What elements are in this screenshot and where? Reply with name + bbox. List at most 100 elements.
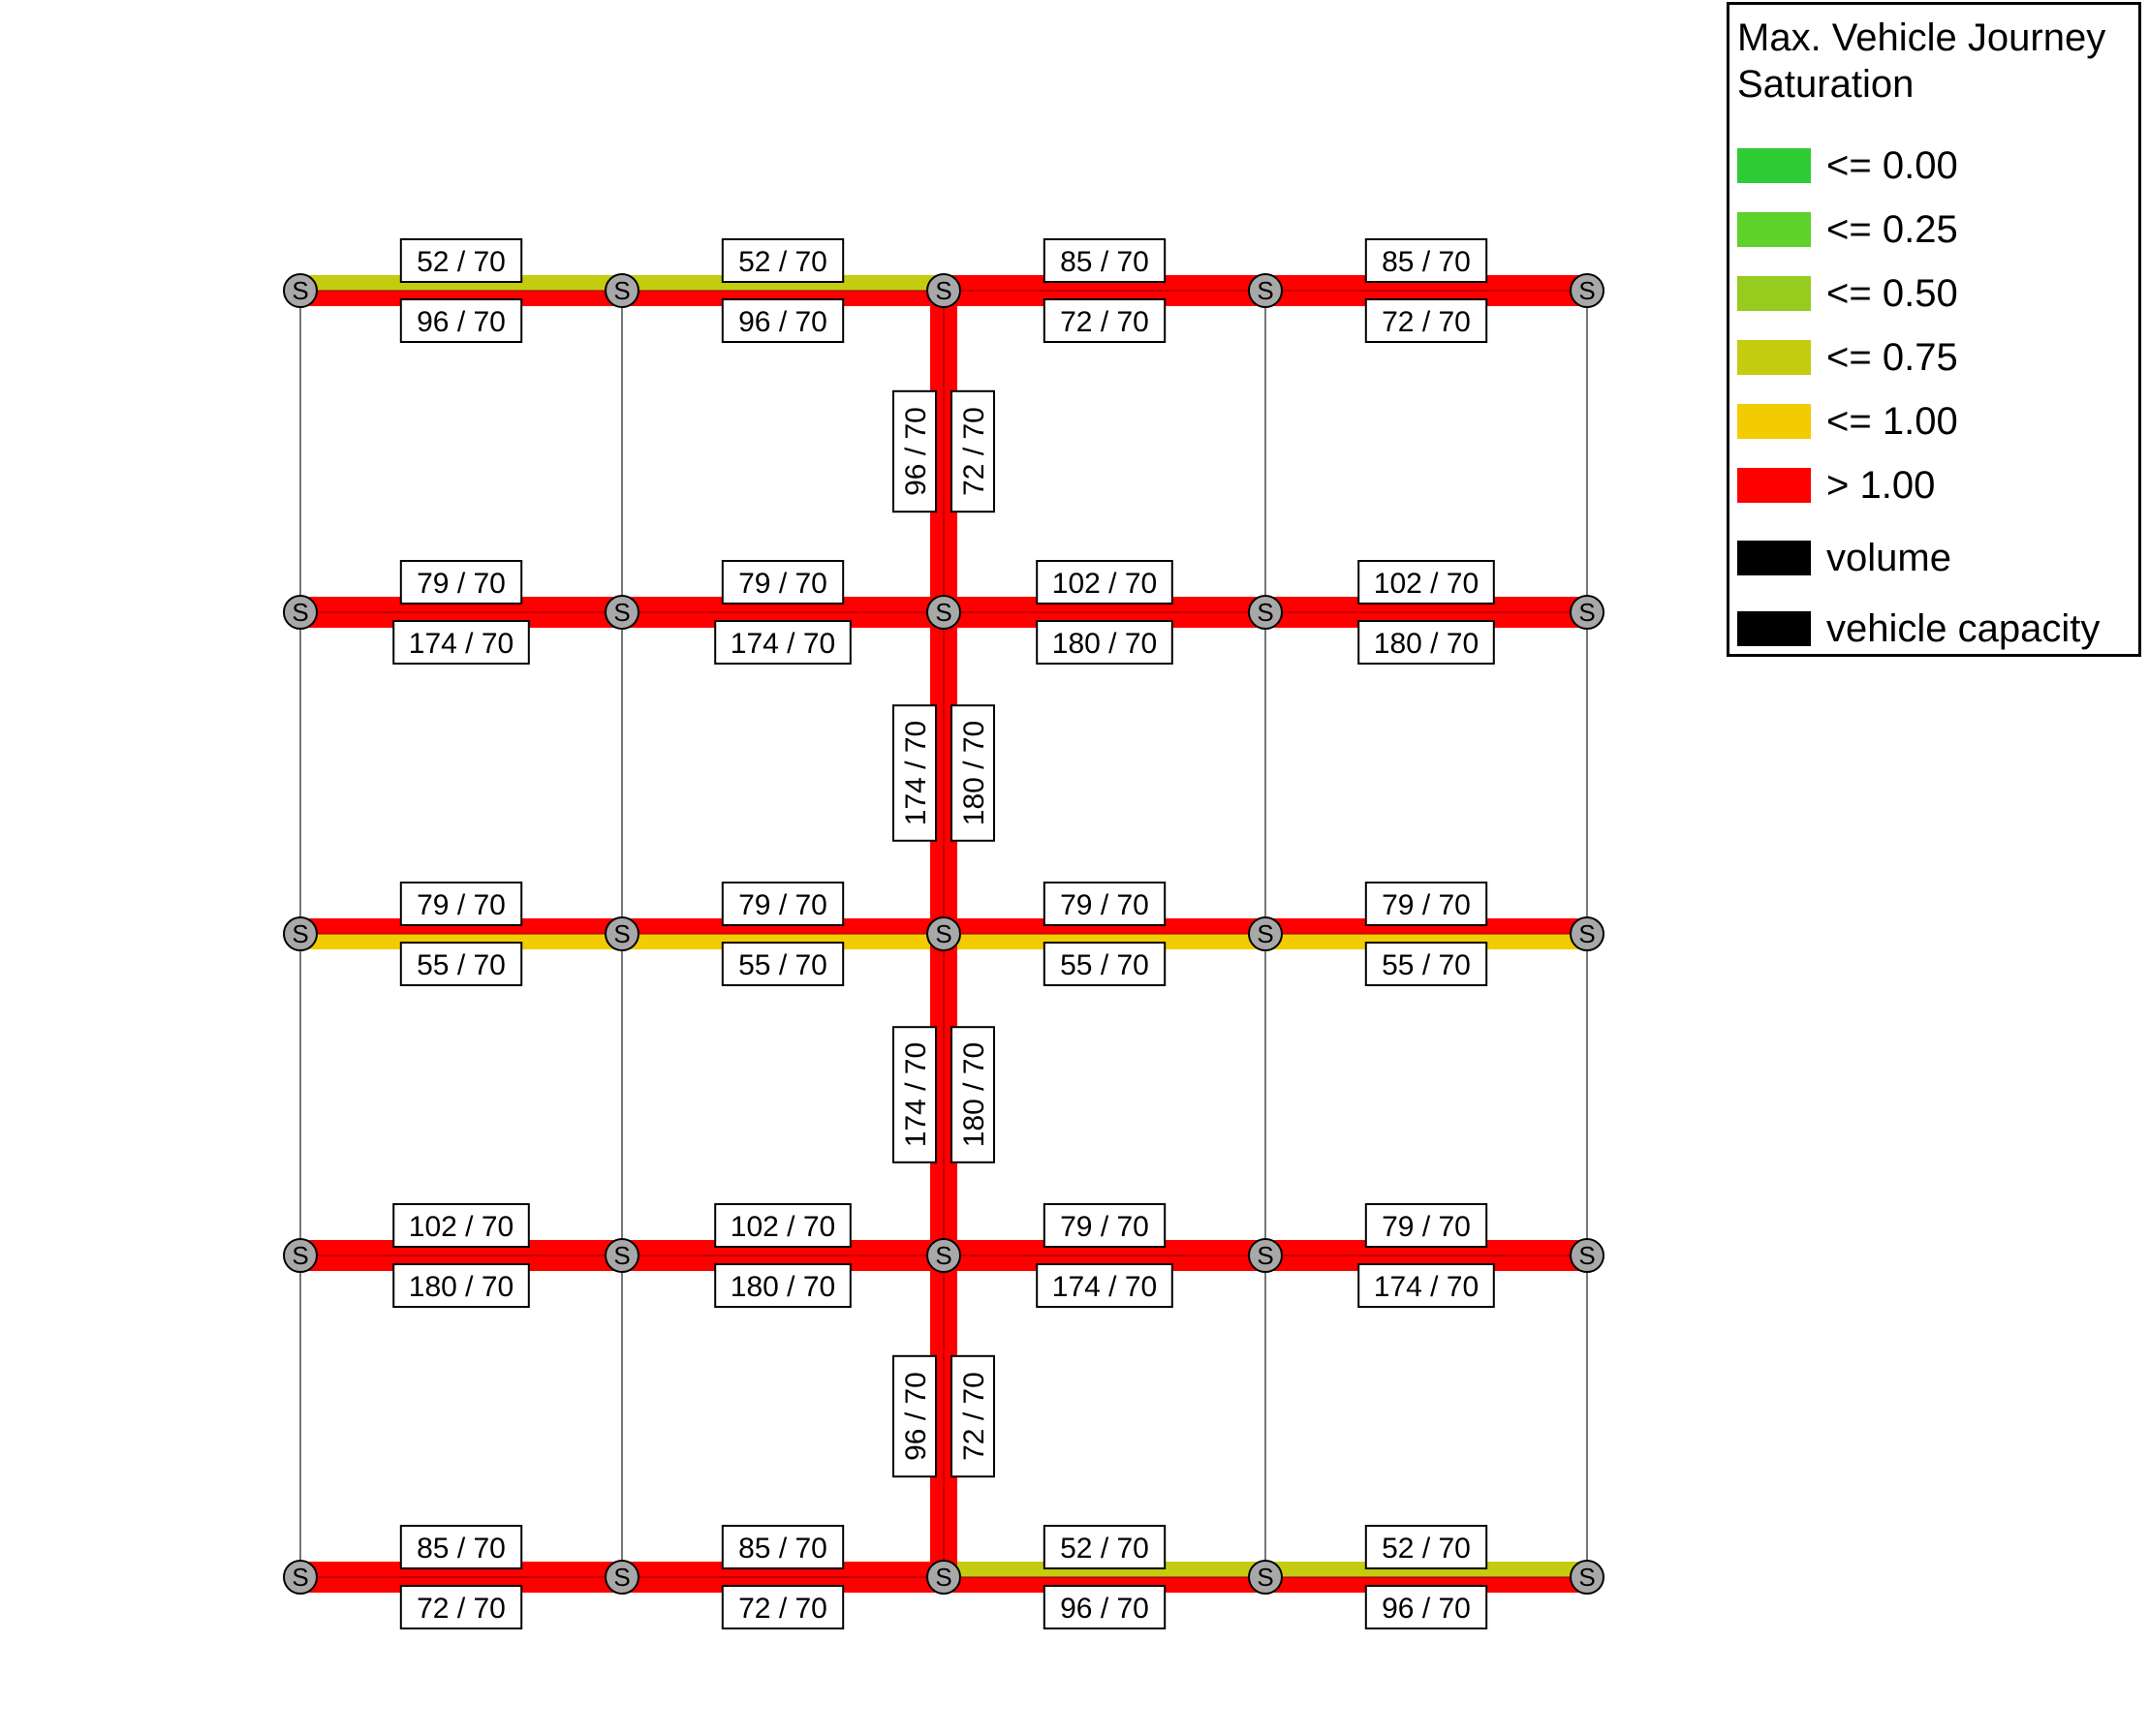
node-circle xyxy=(1248,1560,1283,1595)
volume-capacity-text: 180 / 70 xyxy=(1052,628,1157,660)
link-label-upper: 52 / 70 xyxy=(1043,1525,1167,1569)
legend-item: <= 0.75 xyxy=(1737,336,2125,379)
link-label-upper: 85 / 70 xyxy=(1364,238,1488,283)
node-circle xyxy=(1248,595,1283,630)
node-label: S xyxy=(292,919,308,948)
label-box xyxy=(1357,560,1495,604)
legend-title: Max. Vehicle Journey Saturation xyxy=(1737,15,2105,108)
node-label: S xyxy=(613,598,630,627)
stop-node: S xyxy=(283,916,318,951)
node-circle xyxy=(605,273,639,308)
link-label-right: 72 / 70 xyxy=(950,1354,995,1478)
volume-capacity-text: 79 / 70 xyxy=(1060,1211,1149,1243)
label-box xyxy=(721,238,845,283)
node-label: S xyxy=(1578,276,1595,305)
node-circle xyxy=(283,1560,318,1595)
volume-capacity-text: 79 / 70 xyxy=(1382,889,1471,921)
volume-capacity-text: 180 / 70 xyxy=(1374,628,1479,660)
label-box xyxy=(721,298,845,343)
label-box xyxy=(399,882,523,926)
label-box xyxy=(392,1263,530,1308)
stop-node: S xyxy=(605,1238,639,1273)
link-label-lower: 96 / 70 xyxy=(399,298,523,343)
link-label-upper: 79 / 70 xyxy=(1364,882,1488,926)
node-label: S xyxy=(613,1241,630,1270)
volume-capacity-text: 52 / 70 xyxy=(417,246,506,278)
label-box xyxy=(399,238,523,283)
legend-item: <= 0.50 xyxy=(1737,272,2125,315)
label-box xyxy=(1364,882,1488,926)
legend-swatch xyxy=(1737,611,1811,646)
link-label-lower: 55 / 70 xyxy=(1364,942,1488,986)
link-label-lower: 96 / 70 xyxy=(1364,1585,1488,1629)
volume-capacity-text: 96 / 70 xyxy=(900,1372,932,1461)
node-circle xyxy=(1570,1238,1604,1273)
link-label-upper: 52 / 70 xyxy=(399,238,523,283)
link-label-lower: 174 / 70 xyxy=(714,620,852,665)
link-label-lower: 180 / 70 xyxy=(1357,620,1495,665)
legend-item: <= 1.00 xyxy=(1737,400,2125,443)
label-box xyxy=(392,1203,530,1248)
label-box xyxy=(1364,1585,1488,1629)
nodes-layer: S S S S S S S S S S S S S S S S S S S S S S S S S xyxy=(283,273,1604,1595)
stop-node: S xyxy=(1248,1560,1283,1595)
node-label: S xyxy=(292,1241,308,1270)
legend-label: volume xyxy=(1826,537,1951,579)
node-label: S xyxy=(292,1563,308,1592)
node-circle xyxy=(605,595,639,630)
label-box xyxy=(1043,238,1167,283)
node-label: S xyxy=(935,919,951,948)
link-label-lower: 55 / 70 xyxy=(721,942,845,986)
node-circle xyxy=(283,916,318,951)
link-label-upper: 79 / 70 xyxy=(721,560,845,604)
link-label-upper: 79 / 70 xyxy=(399,560,523,604)
volume-capacity-text: 174 / 70 xyxy=(1052,1271,1157,1303)
stop-node: S xyxy=(283,595,318,630)
volume-capacity-text: 96 / 70 xyxy=(1060,1593,1149,1625)
label-box xyxy=(1043,942,1167,986)
node-circle xyxy=(1570,916,1604,951)
label-box xyxy=(1357,1263,1495,1308)
node-label: S xyxy=(613,1563,630,1592)
stop-node: S xyxy=(926,273,961,308)
legend-label: <= 0.50 xyxy=(1826,272,1958,315)
link-label-lower: 180 / 70 xyxy=(1036,620,1173,665)
label-box xyxy=(399,1525,523,1569)
volume-capacity-text: 72 / 70 xyxy=(417,1593,506,1625)
node-label: S xyxy=(1257,598,1273,627)
link-label-upper: 85 / 70 xyxy=(1043,238,1167,283)
label-box xyxy=(1043,1203,1167,1248)
node-label: S xyxy=(1578,1563,1595,1592)
node-label: S xyxy=(292,598,308,627)
volume-capacity-text: 174 / 70 xyxy=(900,721,932,825)
link-label-upper: 102 / 70 xyxy=(714,1203,852,1248)
node-label: S xyxy=(1257,1563,1273,1592)
legend-item: vehicle capacity xyxy=(1737,607,2125,650)
volume-capacity-text: 96 / 70 xyxy=(417,306,506,338)
link-label-upper: 79 / 70 xyxy=(1043,882,1167,926)
volume-capacity-text: 102 / 70 xyxy=(1374,568,1479,600)
node-circle xyxy=(926,1238,961,1273)
legend-title-line2: Saturation xyxy=(1737,63,1915,106)
label-box xyxy=(714,1263,852,1308)
node-label: S xyxy=(935,1563,951,1592)
link-label-upper: 79 / 70 xyxy=(1043,1203,1167,1248)
volume-capacity-text: 102 / 70 xyxy=(731,1211,835,1243)
legend-item: > 1.00 xyxy=(1737,464,2125,507)
link-label-lower: 174 / 70 xyxy=(1036,1263,1173,1308)
legend-label: vehicle capacity xyxy=(1826,607,2101,650)
volume-capacity-text: 72 / 70 xyxy=(958,407,990,496)
volume-capacity-text: 79 / 70 xyxy=(738,889,827,921)
label-box xyxy=(1364,1203,1488,1248)
volume-capacity-text: 174 / 70 xyxy=(409,628,514,660)
legend-item: volume xyxy=(1737,537,2125,579)
volume-capacity-text: 72 / 70 xyxy=(1060,306,1149,338)
volume-capacity-text: 55 / 70 xyxy=(1382,949,1471,981)
node-label: S xyxy=(1257,919,1273,948)
legend-label: <= 0.75 xyxy=(1826,336,1958,379)
node-circle xyxy=(926,595,961,630)
volume-capacity-text: 174 / 70 xyxy=(731,628,835,660)
volume-capacity-text: 72 / 70 xyxy=(738,1593,827,1625)
link-label-right: 180 / 70 xyxy=(950,1026,995,1163)
label-box xyxy=(1036,1263,1173,1308)
